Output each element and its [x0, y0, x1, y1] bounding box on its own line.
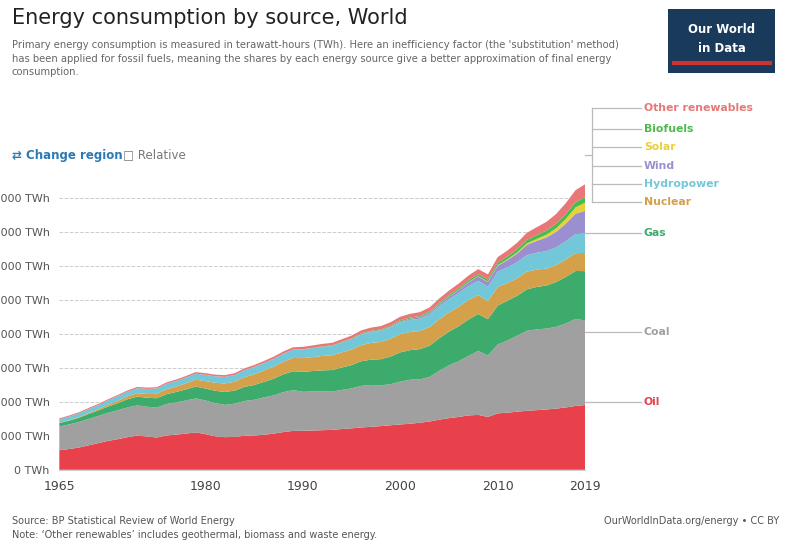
Text: Source: BP Statistical Review of World Energy: Source: BP Statistical Review of World E…: [12, 516, 235, 526]
Text: Our World: Our World: [688, 23, 755, 36]
Text: Note: ‘Other renewables’ includes geothermal, biomass and waste energy.: Note: ‘Other renewables’ includes geothe…: [12, 530, 377, 540]
Text: Solar: Solar: [644, 143, 676, 152]
Text: ⇄ Change region: ⇄ Change region: [12, 148, 123, 161]
Text: Hydropower: Hydropower: [644, 179, 719, 188]
Text: □ Relative: □ Relative: [123, 148, 185, 161]
Text: OurWorldInData.org/energy • CC BY: OurWorldInData.org/energy • CC BY: [604, 516, 779, 526]
Text: Wind: Wind: [644, 161, 675, 171]
Text: Gas: Gas: [644, 228, 667, 238]
Text: Nuclear: Nuclear: [644, 197, 691, 207]
Text: Energy consumption by source, World: Energy consumption by source, World: [12, 8, 407, 28]
Text: Biofuels: Biofuels: [644, 124, 693, 133]
Text: Coal: Coal: [644, 327, 671, 337]
Text: in Data: in Data: [698, 42, 746, 55]
Text: Other renewables: Other renewables: [644, 103, 753, 113]
Text: Primary energy consumption is measured in terawatt-hours (TWh). Here an ineffici: Primary energy consumption is measured i…: [12, 40, 619, 77]
Text: Oil: Oil: [644, 397, 660, 407]
